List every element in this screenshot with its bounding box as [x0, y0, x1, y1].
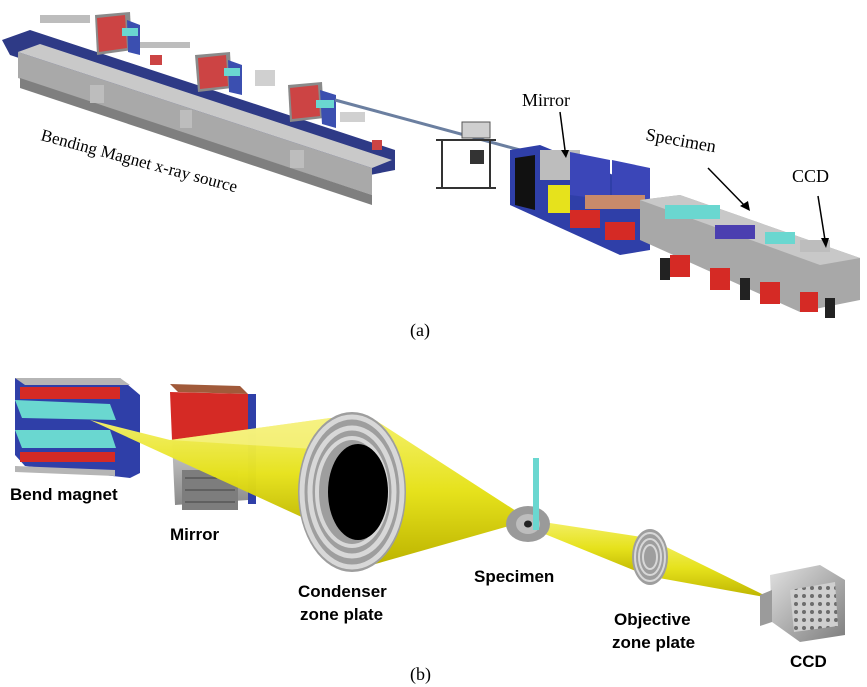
label-mirror-b: Mirror: [170, 525, 220, 544]
ccd-arrow: [817, 195, 826, 241]
caption-b: (b): [410, 664, 431, 685]
beamline-stand: [436, 121, 496, 189]
label-specimen-b: Specimen: [474, 567, 554, 586]
label-objective-line1: Objective: [614, 610, 691, 629]
ccd-camera-icon: [760, 565, 845, 642]
label-mirror-a: Mirror: [522, 90, 570, 110]
specimen-icon: [506, 458, 550, 542]
bend-magnet-icon: [15, 378, 140, 478]
label-ccd-a: CCD: [792, 166, 829, 186]
label-condenser-line1: Condenser: [298, 582, 387, 601]
source-magnets: [40, 12, 382, 168]
label-condenser-line2: zone plate: [300, 605, 383, 624]
source-platform: [2, 30, 395, 205]
label-specimen-a: Specimen: [644, 124, 717, 156]
specimen-arrow: [707, 167, 745, 206]
label-objective-line2: zone plate: [612, 633, 695, 652]
label-bend-magnet: Bend magnet: [10, 485, 118, 504]
label-ccd-b: CCD: [790, 652, 827, 671]
panel-a-beamline: [2, 12, 860, 318]
caption-a: (a): [410, 320, 430, 341]
microscope-section: [510, 145, 860, 318]
condenser-zone-plate-icon: [298, 412, 406, 572]
mirror-arrow: [559, 111, 566, 151]
objective-zone-plate-icon: [632, 529, 668, 585]
